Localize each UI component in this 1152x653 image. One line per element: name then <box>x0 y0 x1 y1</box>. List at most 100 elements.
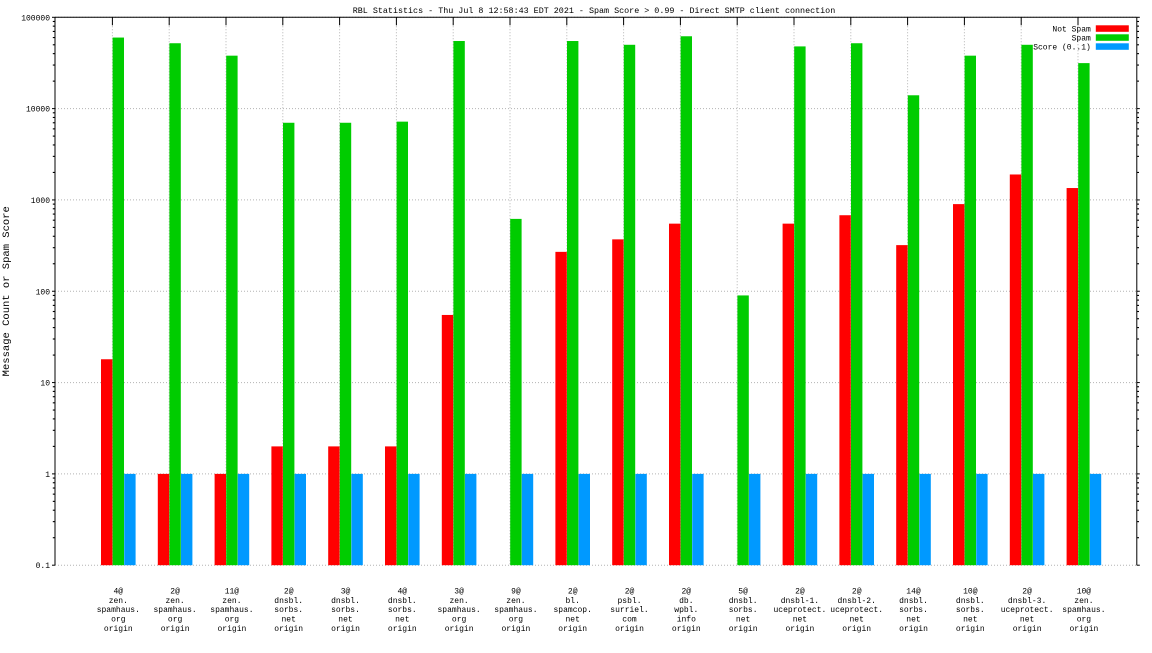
svg-text:origin: origin <box>104 625 133 634</box>
svg-text:2@: 2@ <box>568 588 578 597</box>
svg-text:org: org <box>111 616 126 625</box>
svg-text:origin: origin <box>842 625 871 634</box>
svg-text:dnsbl.: dnsbl. <box>331 597 360 606</box>
svg-text:10@: 10@ <box>1077 588 1092 597</box>
svg-text:org: org <box>509 616 524 625</box>
svg-text:spamhaus.: spamhaus. <box>97 606 140 615</box>
svg-text:Score (0..1): Score (0..1) <box>1033 43 1091 52</box>
svg-text:origin: origin <box>1013 625 1042 634</box>
svg-text:2@: 2@ <box>681 588 691 597</box>
svg-text:dnsbl.: dnsbl. <box>388 597 417 606</box>
svg-text:net: net <box>906 616 920 625</box>
svg-text:com: com <box>622 616 637 625</box>
svg-text:100000: 100000 <box>21 14 50 23</box>
svg-text:3@: 3@ <box>341 588 351 597</box>
svg-text:1000: 1000 <box>31 197 50 206</box>
svg-text:RBL Statistics - Thu Jul 8 12: RBL Statistics - Thu Jul 8 12:58:43 EDT … <box>353 6 835 16</box>
svg-text:sorbs.: sorbs. <box>729 606 758 615</box>
svg-text:zen.: zen. <box>165 597 184 606</box>
svg-text:wpbl.: wpbl. <box>674 606 698 615</box>
svg-text:dnsbl-1.: dnsbl-1. <box>781 597 819 606</box>
svg-text:sorbs.: sorbs. <box>388 606 417 615</box>
svg-text:net: net <box>395 616 409 625</box>
svg-text:surriel.: surriel. <box>610 606 648 615</box>
svg-text:dnsbl.: dnsbl. <box>729 597 758 606</box>
svg-text:zen.: zen. <box>1074 597 1093 606</box>
svg-text:net: net <box>849 616 863 625</box>
svg-text:uceprotect.: uceprotect. <box>1001 606 1054 615</box>
svg-text:spamcop.: spamcop. <box>553 606 591 615</box>
svg-text:org: org <box>452 616 467 625</box>
svg-text:db.: db. <box>679 597 693 606</box>
svg-text:spamhaus.: spamhaus. <box>210 606 253 615</box>
svg-text:sorbs.: sorbs. <box>956 606 985 615</box>
svg-text:origin: origin <box>445 625 474 634</box>
svg-text:net: net <box>338 616 352 625</box>
svg-text:net: net <box>963 616 977 625</box>
svg-text:1: 1 <box>45 471 50 480</box>
svg-text:origin: origin <box>558 625 587 634</box>
svg-text:2@: 2@ <box>1022 588 1032 597</box>
svg-text:origin: origin <box>501 625 530 634</box>
svg-text:spamhaus.: spamhaus. <box>494 606 537 615</box>
svg-text:origin: origin <box>388 625 417 634</box>
svg-text:4@: 4@ <box>397 588 407 597</box>
svg-text:2@: 2@ <box>625 588 635 597</box>
svg-text:origin: origin <box>899 625 928 634</box>
svg-text:uceprotect.: uceprotect. <box>773 606 826 615</box>
svg-text:origin: origin <box>217 625 246 634</box>
svg-text:org: org <box>225 616 240 625</box>
svg-text:Message Count or Spam Score: Message Count or Spam Score <box>1 206 13 376</box>
svg-text:net: net <box>736 616 750 625</box>
svg-text:dnsbl.: dnsbl. <box>899 597 928 606</box>
svg-text:origin: origin <box>672 625 701 634</box>
svg-text:origin: origin <box>615 625 644 634</box>
svg-text:2@: 2@ <box>795 588 805 597</box>
svg-text:spamhaus.: spamhaus. <box>153 606 196 615</box>
svg-text:net: net <box>793 616 807 625</box>
svg-text:bl.: bl. <box>565 597 579 606</box>
svg-text:origin: origin <box>1069 625 1098 634</box>
svg-text:zen.: zen. <box>449 597 468 606</box>
svg-text:9@: 9@ <box>511 588 521 597</box>
svg-text:psbl.: psbl. <box>617 597 641 606</box>
svg-text:origin: origin <box>729 625 758 634</box>
svg-text:origin: origin <box>785 625 814 634</box>
svg-text:11@: 11@ <box>225 588 240 597</box>
svg-text:100: 100 <box>36 288 51 297</box>
svg-text:10@: 10@ <box>963 588 978 597</box>
svg-text:sorbs.: sorbs. <box>899 606 928 615</box>
svg-text:dnsbl.: dnsbl. <box>956 597 985 606</box>
svg-text:2@: 2@ <box>170 588 180 597</box>
svg-text:5@: 5@ <box>738 588 748 597</box>
svg-text:origin: origin <box>956 625 985 634</box>
svg-text:uceprotect.: uceprotect. <box>830 606 883 615</box>
svg-text:spamhaus.: spamhaus. <box>437 606 480 615</box>
svg-text:org: org <box>168 616 183 625</box>
svg-text:org: org <box>1077 616 1092 625</box>
svg-text:10: 10 <box>40 380 50 389</box>
svg-text:net: net <box>281 616 295 625</box>
svg-text:dnsbl-2.: dnsbl-2. <box>837 597 875 606</box>
svg-text:2@: 2@ <box>284 588 294 597</box>
svg-text:sorbs.: sorbs. <box>274 606 303 615</box>
svg-text:spamhaus.: spamhaus. <box>1062 606 1105 615</box>
svg-text:info: info <box>677 616 696 625</box>
svg-text:zen.: zen. <box>109 597 128 606</box>
svg-text:dnsbl.: dnsbl. <box>274 597 303 606</box>
svg-text:net: net <box>1020 616 1034 625</box>
svg-text:origin: origin <box>161 625 190 634</box>
svg-text:Spam: Spam <box>1072 34 1091 43</box>
svg-text:net: net <box>565 616 579 625</box>
svg-text:3@: 3@ <box>454 588 464 597</box>
svg-text:dnsbl-3.: dnsbl-3. <box>1008 597 1046 606</box>
svg-text:0.1: 0.1 <box>36 562 51 571</box>
svg-text:zen.: zen. <box>222 597 241 606</box>
svg-text:14@: 14@ <box>906 588 921 597</box>
svg-text:10000: 10000 <box>26 106 50 115</box>
svg-text:origin: origin <box>331 625 360 634</box>
svg-text:Not Spam: Not Spam <box>1052 25 1091 34</box>
svg-text:2@: 2@ <box>852 588 862 597</box>
svg-text:4@: 4@ <box>113 588 123 597</box>
svg-text:sorbs.: sorbs. <box>331 606 360 615</box>
